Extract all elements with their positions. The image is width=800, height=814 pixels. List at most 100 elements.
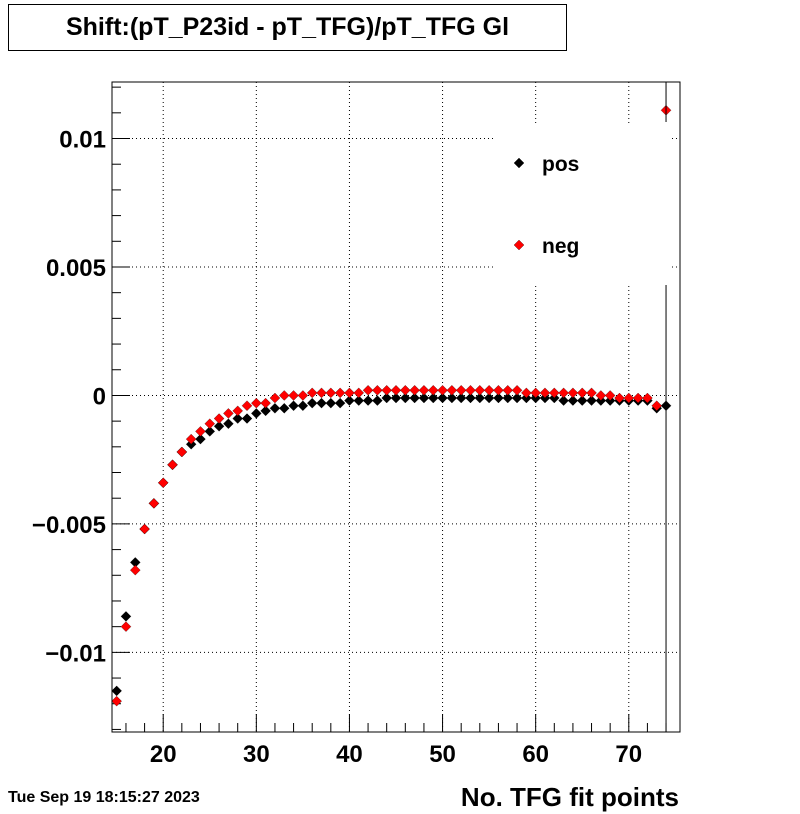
pos-marker <box>511 392 523 404</box>
pos-marker <box>195 433 206 445</box>
pos-marker <box>232 413 243 424</box>
neg-marker <box>549 387 560 399</box>
neg-marker <box>437 385 448 396</box>
neg-marker <box>539 387 551 399</box>
pos-marker <box>437 392 448 404</box>
neg-marker <box>474 385 486 396</box>
neg-marker <box>325 387 337 399</box>
neg-marker <box>288 390 299 401</box>
y-tick-label: 0.01 <box>59 127 106 154</box>
neg-marker <box>511 385 523 396</box>
x-tick-label: 70 <box>615 741 642 768</box>
neg-marker <box>167 459 178 471</box>
pos-marker <box>120 611 132 622</box>
neg-marker <box>614 392 625 404</box>
pos-marker <box>223 418 234 429</box>
neg-marker <box>455 385 467 396</box>
neg-marker <box>372 385 383 396</box>
pos-marker <box>577 395 588 406</box>
x-tick-labels: 20 30 40 50 60 70 <box>150 741 642 768</box>
neg-marker <box>642 392 653 404</box>
pos-marker <box>502 392 513 404</box>
neg-marker <box>465 385 476 396</box>
neg-marker <box>558 387 569 399</box>
neg-marker <box>632 392 644 404</box>
pos-marker <box>567 395 579 406</box>
neg-marker <box>316 387 327 399</box>
pos-marker <box>334 397 346 409</box>
neg-marker <box>130 564 141 576</box>
neg-marker <box>595 390 607 401</box>
neg-marker <box>577 387 588 399</box>
neg-marker <box>195 426 206 437</box>
neg-marker <box>241 400 253 411</box>
pos-marker <box>241 413 253 424</box>
pos-marker <box>586 395 597 406</box>
pos-marker <box>297 400 309 411</box>
pos-marker <box>316 397 327 409</box>
neg-marker <box>334 387 346 399</box>
neg-marker <box>297 390 309 401</box>
timestamp-label: Tue Sep 19 18:15:27 2023 <box>8 789 200 806</box>
neg-marker <box>381 385 392 396</box>
y-tick-label: 0.005 <box>46 255 106 282</box>
legend-marker-pos <box>513 157 525 169</box>
neg-marker <box>185 433 197 445</box>
legend-box <box>495 125 670 285</box>
neg-marker <box>567 387 579 399</box>
pos-marker <box>111 685 122 697</box>
neg-marker <box>111 695 122 707</box>
y-tick-label: −0.01 <box>45 640 106 667</box>
pos-marker <box>381 392 392 404</box>
neg-marker <box>344 387 355 399</box>
pos-marker <box>455 392 467 404</box>
neg-marker <box>148 498 160 509</box>
neg-marker <box>604 390 616 401</box>
pos-marker <box>288 400 299 411</box>
pos-marker <box>260 405 271 417</box>
neg-marker <box>446 385 458 396</box>
neg-marker <box>400 385 411 396</box>
y-tick-label: −0.005 <box>32 512 106 539</box>
neg-marker <box>521 387 532 399</box>
pos-marker <box>418 392 430 404</box>
pos-marker <box>344 395 355 406</box>
neg-marker <box>269 392 281 404</box>
pos-marker <box>400 392 411 404</box>
x-tick-label: 30 <box>243 741 270 768</box>
neg-marker <box>223 408 234 419</box>
neg-marker <box>232 405 243 417</box>
pos-marker <box>251 408 262 419</box>
pos-marker <box>493 392 504 404</box>
pos-marker <box>362 395 374 406</box>
x-tick-label: 50 <box>429 741 456 768</box>
pos-marker <box>204 426 215 437</box>
pos-marker <box>483 392 495 404</box>
neg-marker <box>651 400 662 411</box>
pos-marker <box>269 403 281 414</box>
neg-marker <box>139 523 150 535</box>
neg-marker <box>213 413 225 424</box>
neg-marker <box>251 397 262 409</box>
y-tick-label: 0 <box>93 383 106 410</box>
data-markers <box>111 82 672 732</box>
neg-marker <box>493 385 504 396</box>
pos-marker <box>353 395 364 406</box>
pos-marker <box>372 395 383 406</box>
neg-marker <box>260 397 271 409</box>
chart-title: Shift:(pT_P23id - pT_TFG)/pT_TFG Gl <box>8 4 567 51</box>
legend-label-neg: neg <box>542 235 579 258</box>
pos-marker <box>390 392 402 404</box>
neg-marker <box>428 385 439 396</box>
pos-marker <box>409 392 420 404</box>
neg-marker <box>530 387 541 399</box>
neg-marker <box>362 385 374 396</box>
neg-marker <box>586 387 597 399</box>
axis-ticks <box>112 86 667 732</box>
pos-marker <box>465 392 476 404</box>
x-axis-title: No. TFG fit points <box>461 782 679 812</box>
neg-marker <box>120 621 132 632</box>
pos-marker <box>213 421 225 432</box>
legend: pos neg <box>495 125 670 285</box>
